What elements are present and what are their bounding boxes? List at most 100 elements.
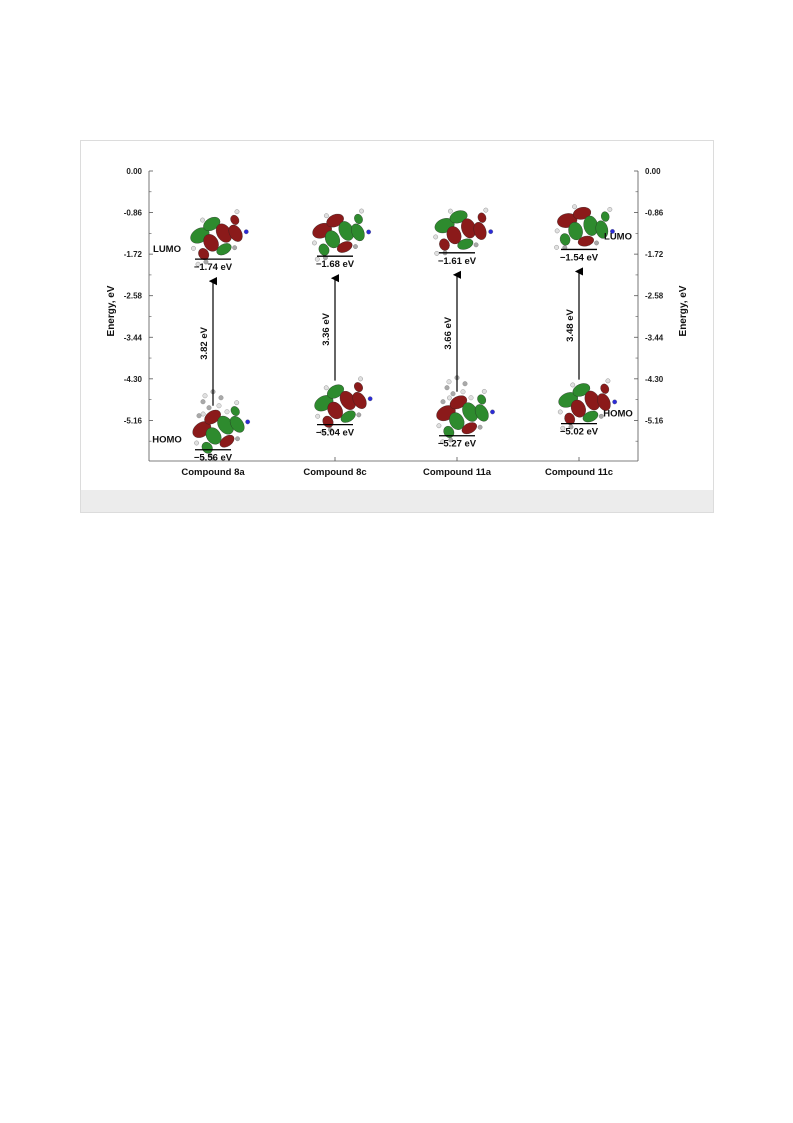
orbital-lobe <box>340 410 356 423</box>
orbital-lobe <box>572 383 591 397</box>
orbital-isosurface <box>433 207 494 256</box>
orbital-lobe <box>219 434 235 448</box>
atom-sphere <box>610 229 615 234</box>
orbital-lobe <box>228 224 243 242</box>
orbital-lobe <box>326 213 344 228</box>
orbital-lobe <box>601 211 610 222</box>
atom-sphere <box>440 439 445 445</box>
orbital-lobe <box>230 214 240 225</box>
atom-sphere <box>598 413 604 419</box>
y-tick-label-right: -2.58 <box>645 292 664 301</box>
energy-diagram: 0.00 0.00 -0.86 -0.86 -1.72 -1.72 -2.58 -2.58 -3… <box>106 167 689 478</box>
orbital-lobe <box>597 393 611 411</box>
y-axis-title-right: Energy, eV <box>678 285 689 336</box>
atom-sphere <box>446 379 452 385</box>
orbital-isosurface <box>192 400 251 461</box>
orbital-lobe <box>559 233 571 246</box>
atom-sphere <box>448 437 454 443</box>
orbital-lobe <box>477 394 487 405</box>
atom-sphere <box>557 409 563 415</box>
atom-sphere <box>447 395 452 401</box>
orbital-lobe <box>201 441 213 454</box>
orbital-lobe <box>318 243 330 256</box>
orbital-lobe <box>457 238 474 250</box>
atom-sphere <box>314 256 320 262</box>
atom-sphere <box>195 261 201 267</box>
y-tick-label-right: -1.72 <box>645 250 664 259</box>
orbital-isosurface <box>312 208 371 262</box>
orbital-isosurface <box>190 209 249 267</box>
orbital-lobe <box>446 226 462 245</box>
orbital-lobe <box>600 383 610 394</box>
y-tick-label-left: 0.00 <box>126 167 142 176</box>
atom-sphere <box>560 425 566 431</box>
y-tick-label-right: -0.86 <box>645 209 664 218</box>
orbital-lobe <box>229 416 245 433</box>
orbital-lobe <box>443 425 455 438</box>
homo-energy-label: −5.04 eV <box>316 428 355 439</box>
orbital-lobe <box>354 382 363 393</box>
atom-sphere <box>473 242 479 248</box>
homo-energy-label: −5.56 eV <box>194 453 233 464</box>
orbital-lobe <box>203 234 219 252</box>
orbital-lobe <box>216 243 232 256</box>
atom-sphere <box>450 391 456 397</box>
orbital-lobe <box>568 221 583 241</box>
atom-sphere <box>194 440 199 446</box>
atom-sphere <box>320 429 325 435</box>
orbital-isosurface <box>554 204 615 251</box>
category-label: Compound 8c <box>303 467 366 478</box>
orbital-lobe <box>324 230 341 249</box>
gap-label: 3.82 eV <box>199 326 210 359</box>
atom-sphere <box>353 244 358 249</box>
atom-sphere <box>202 393 208 399</box>
atom-sphere <box>312 240 317 246</box>
orbital-lobe <box>461 422 477 435</box>
orbital-lobe <box>473 222 487 240</box>
atom-sphere <box>570 382 576 388</box>
atom-sphere <box>554 245 559 250</box>
orbital-lobe <box>336 241 353 253</box>
lumo-energy-label: −1.74 eV <box>194 262 233 273</box>
orbital-lobe <box>327 384 344 399</box>
atom-sphere <box>440 399 446 405</box>
atom-sphere <box>328 427 333 432</box>
orbital-lobe <box>203 216 221 231</box>
orbital-lobe <box>577 235 594 247</box>
atom-sphere <box>488 229 494 235</box>
atom-sphere <box>200 456 205 461</box>
atom-sphere <box>434 251 440 256</box>
y-tick-label-right: 0.00 <box>645 167 661 176</box>
atom-sphere <box>460 389 466 395</box>
orbital-lobe <box>205 427 222 445</box>
atom-sphere <box>315 413 321 419</box>
atom-sphere <box>433 234 439 240</box>
orbital-lobe <box>595 220 609 239</box>
atom-sphere <box>554 228 560 234</box>
atom-sphere <box>234 400 240 406</box>
lumo-label-right: LUMO <box>604 231 632 242</box>
category-label: Compound 8a <box>181 467 245 478</box>
atom-sphere <box>568 424 574 430</box>
homo-energy-label: −5.27 eV <box>438 439 477 450</box>
lumo-label-left: LUMO <box>153 244 181 255</box>
atom-sphere <box>196 413 202 419</box>
molecule-skeleton <box>196 389 230 419</box>
atom-sphere <box>605 378 611 384</box>
y-tick-label-right: -3.44 <box>645 333 664 342</box>
gap-label: 3.48 eV <box>565 308 576 341</box>
orbital-lobe <box>477 212 487 223</box>
y-tick-label-right: -5.16 <box>645 416 664 425</box>
atom-sphere <box>436 423 442 429</box>
orbital-lobe <box>354 213 363 224</box>
y-tick-label-left: -0.86 <box>124 209 143 218</box>
y-tick-label-left: -2.58 <box>124 292 143 301</box>
y-tick-label-right: -4.30 <box>645 375 664 384</box>
orbital-lobe <box>351 223 365 242</box>
atom-sphere <box>234 209 240 215</box>
homo-label-left: HOMO <box>152 435 182 446</box>
atom-sphere <box>191 246 196 251</box>
figure-frame: 0.00 0.00 -0.86 -0.86 -1.72 -1.72 -2.58 -2.58 -3… <box>80 140 714 513</box>
homo-label-right: HOMO <box>603 409 633 420</box>
orbital-lobe <box>449 210 468 224</box>
